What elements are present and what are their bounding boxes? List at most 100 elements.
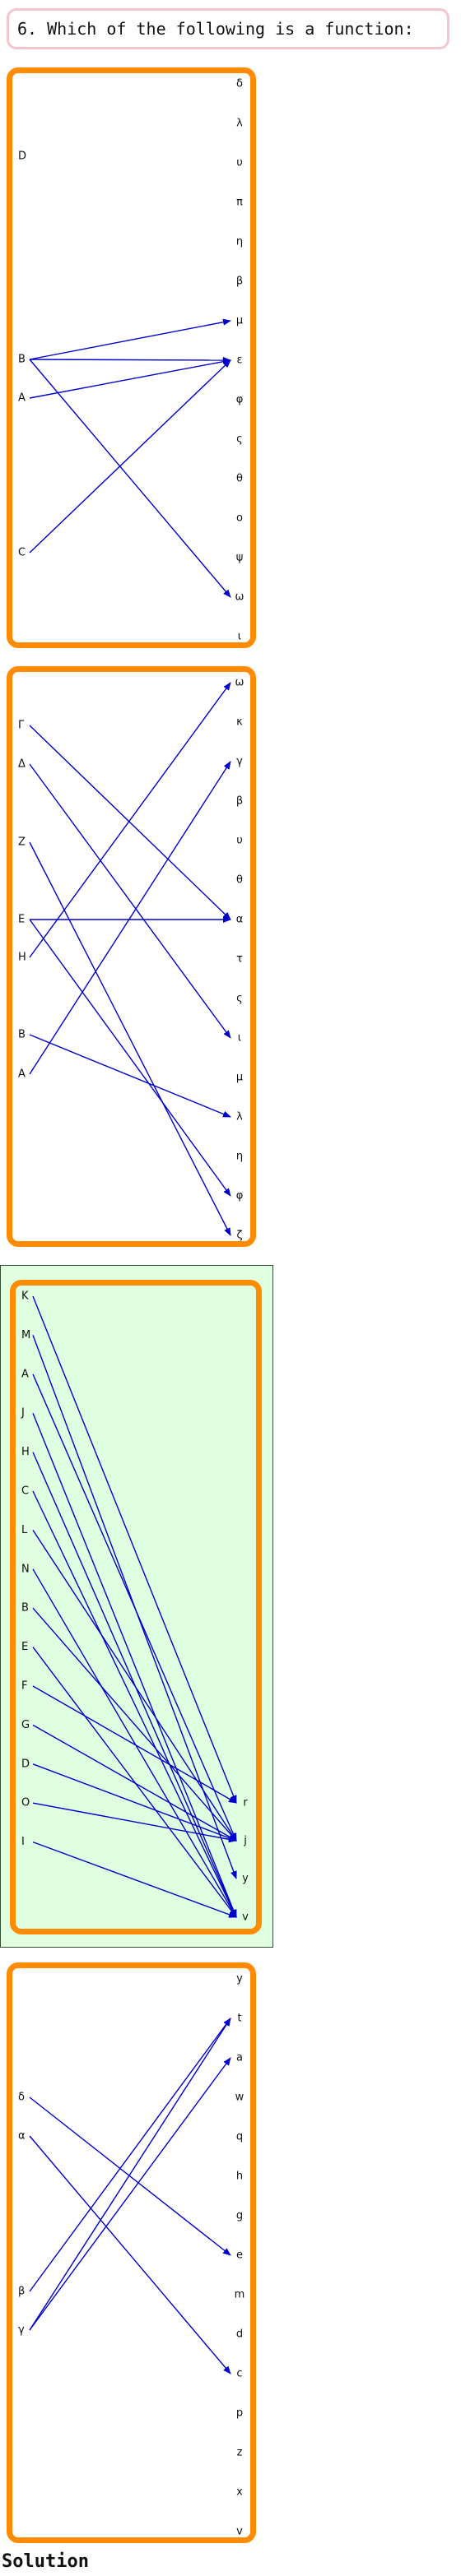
codomain-label: ω xyxy=(235,677,244,689)
codomain-label: κ xyxy=(236,716,243,729)
domain-label: A xyxy=(18,1068,26,1081)
mapping-arrow xyxy=(30,683,230,957)
mapping-arrow xyxy=(30,360,230,553)
domain-label: I xyxy=(21,1836,25,1848)
codomain-label: δ xyxy=(236,78,243,90)
codomain-label: ς xyxy=(236,993,243,1005)
mapping-arrow xyxy=(30,2136,230,2374)
codomain-label: x xyxy=(236,2486,243,2499)
codomain-label: j xyxy=(243,1835,247,1847)
codomain-label: φ xyxy=(236,394,244,406)
codomain-label: q xyxy=(236,2131,243,2143)
mapping-arrow xyxy=(33,1764,236,1841)
codomain-label: e xyxy=(236,2249,243,2262)
codomain-label: λ xyxy=(236,1111,243,1124)
domain-label: J xyxy=(21,1407,25,1420)
codomain-label: υ xyxy=(236,835,243,847)
domain-label: D xyxy=(18,151,26,163)
codomain-label: η xyxy=(236,236,243,248)
codomain-label: w xyxy=(235,2092,244,2104)
mapping-arrow xyxy=(30,359,230,597)
codomain-label: ψ xyxy=(236,552,244,564)
codomain-label: g xyxy=(236,2210,243,2222)
mapping-arrow xyxy=(30,321,230,359)
domain-label: H xyxy=(21,1446,30,1458)
codomain-label: m xyxy=(235,2289,245,2301)
mapping-arrow xyxy=(33,1803,236,1841)
mapping-arrow xyxy=(33,1413,236,1917)
codomain-label: β xyxy=(236,795,243,808)
mapping-arrow xyxy=(33,1296,236,1803)
codomain-label: d xyxy=(236,2328,243,2341)
domain-label: F xyxy=(21,1680,27,1693)
domain-label: G xyxy=(21,1719,30,1731)
codomain-label: v xyxy=(242,1911,249,1924)
domain-label: A xyxy=(21,1368,29,1380)
domain-label: Γ xyxy=(18,720,25,732)
domain-label: A xyxy=(18,392,26,405)
codomain-label: γ xyxy=(236,756,243,768)
codomain-label: θ xyxy=(236,874,243,887)
domain-label: C xyxy=(21,1485,29,1498)
codomain-label: ε xyxy=(236,354,242,367)
mapping-arrow xyxy=(33,1374,236,1841)
codomain-label: ο xyxy=(236,512,243,525)
codomain-label: h xyxy=(236,2171,243,2183)
domain-label: O xyxy=(21,1797,30,1809)
domain-label: Z xyxy=(18,836,26,849)
mapping-arrow xyxy=(30,360,230,398)
mapping-arrow xyxy=(30,725,230,920)
mapping-arrow xyxy=(30,2018,230,2291)
mapping-arrow xyxy=(30,359,230,360)
domain-label: K xyxy=(21,1290,29,1303)
mapping-arrow xyxy=(33,1647,236,1917)
domain-label: N xyxy=(21,1563,30,1575)
codomain-label: ι xyxy=(238,1032,241,1045)
codomain-label: t xyxy=(237,2013,241,2025)
codomain-label: λ xyxy=(236,118,243,130)
codomain-label: μ xyxy=(236,315,243,327)
domain-label: B xyxy=(18,354,26,366)
codomain-label: μ xyxy=(236,1072,243,1084)
domain-label: D xyxy=(21,1758,30,1770)
codomain-label: v xyxy=(236,2526,243,2538)
domain-label: α xyxy=(18,2130,26,2143)
codomain-label: y xyxy=(242,1873,249,1885)
domain-label: δ xyxy=(18,2092,25,2104)
codomain-label: υ xyxy=(236,157,243,169)
mapping-arrow xyxy=(30,762,230,1074)
codomain-label: r xyxy=(243,1797,248,1809)
codomain-label: η xyxy=(236,1151,243,1163)
codomain-label: ι xyxy=(238,631,241,643)
codomain-label: θ xyxy=(236,473,243,485)
domain-label: Δ xyxy=(18,758,26,771)
domain-label: M xyxy=(21,1329,30,1341)
codomain-label: a xyxy=(236,2052,243,2064)
mapping-arrow xyxy=(33,1569,236,1917)
mapping-arrow xyxy=(30,2058,230,2330)
codomain-label: φ xyxy=(236,1190,244,1202)
mapping-arrow xyxy=(33,1530,236,1841)
mapping-arrow xyxy=(33,1608,236,1841)
mapping-arrow xyxy=(30,2097,230,2255)
codomain-label: ζ xyxy=(236,1230,242,1242)
codomain-label: α xyxy=(236,914,244,926)
domain-label: H xyxy=(18,952,26,964)
domain-label: E xyxy=(18,914,25,926)
codomain-label: z xyxy=(237,2447,243,2459)
codomain-label: y xyxy=(236,1973,243,1985)
codomain-label: ς xyxy=(236,433,243,446)
domain-label: L xyxy=(21,1524,28,1536)
mapping-arrow xyxy=(30,1035,230,1117)
mapping-arrow xyxy=(30,920,230,1196)
solution-label: Solution xyxy=(2,2551,89,2572)
codomain-label: ω xyxy=(235,591,244,604)
mapping-arrow xyxy=(30,2018,230,2330)
domain-label: E xyxy=(21,1641,28,1653)
codomain-label: p xyxy=(236,2407,243,2420)
codomain-label: τ xyxy=(236,953,243,966)
domain-label: C xyxy=(18,547,26,559)
codomain-label: β xyxy=(236,276,243,288)
codomain-label: c xyxy=(236,2368,242,2380)
